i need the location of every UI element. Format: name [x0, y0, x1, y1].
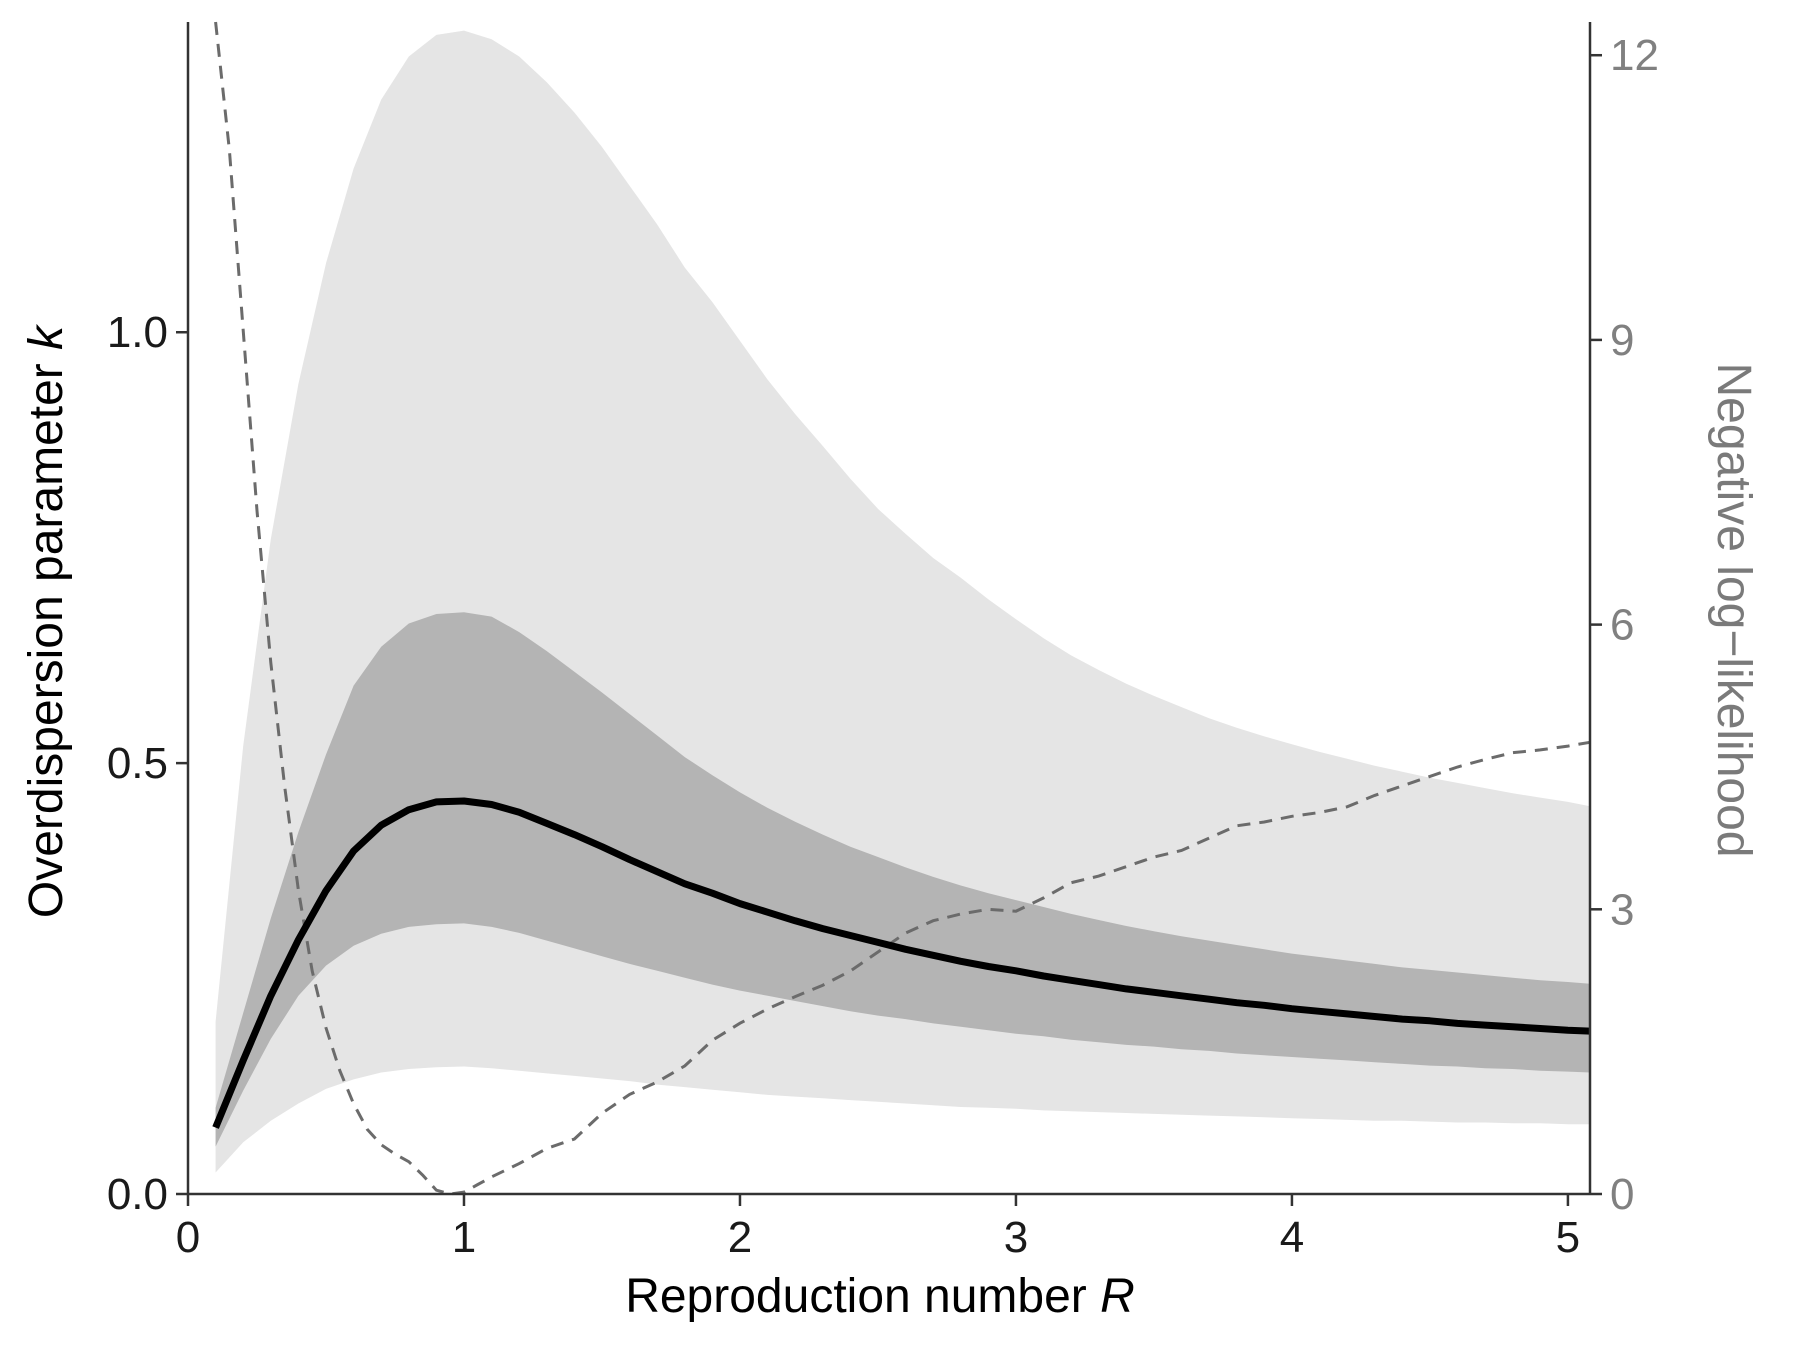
y-axis-title-text: Overdispersion parameter [20, 350, 73, 918]
x-tick-label: 4 [1280, 1213, 1304, 1262]
y-axis-title-variable: k [20, 323, 73, 350]
x-tick-label: 2 [728, 1213, 752, 1262]
right-axis-ticks: 0 3 6 9 12 [1590, 31, 1659, 1219]
left-axis-ticks: 0.0 0.5 1.0 [107, 308, 188, 1219]
x-tick-label: 0 [176, 1213, 200, 1262]
y2-tick-label: 0 [1610, 1170, 1634, 1219]
x-tick-label: 1 [452, 1213, 476, 1262]
y2-tick-label: 6 [1610, 601, 1634, 650]
axes [186, 22, 1592, 1196]
y2-tick-label: 9 [1610, 316, 1634, 365]
x-axis-title: Reproduction number R [625, 1270, 1135, 1323]
x-tick-label: 5 [1556, 1213, 1580, 1262]
x-axis-title-text: Reproduction number [625, 1270, 1100, 1323]
x-axis-title-variable: R [1100, 1270, 1135, 1323]
y-tick-label: 0.5 [107, 739, 168, 788]
x-axis-ticks: 0 1 2 3 4 5 [176, 1194, 1580, 1262]
k-estimate-line [212, 797, 1591, 1129]
y2-tick-label: 3 [1610, 885, 1634, 934]
y2-tick-label: 12 [1610, 31, 1659, 80]
plot-area [212, 21, 1591, 1196]
y-tick-label: 0.0 [107, 1170, 168, 1219]
y-axis-title: Overdispersion parameter k [20, 323, 73, 918]
x-tick-label: 3 [1004, 1213, 1028, 1262]
y2-axis-title: Negative log−likelihood [1707, 363, 1760, 858]
inner-confidence-band [215, 612, 1591, 1147]
y-tick-label: 1.0 [107, 308, 168, 357]
